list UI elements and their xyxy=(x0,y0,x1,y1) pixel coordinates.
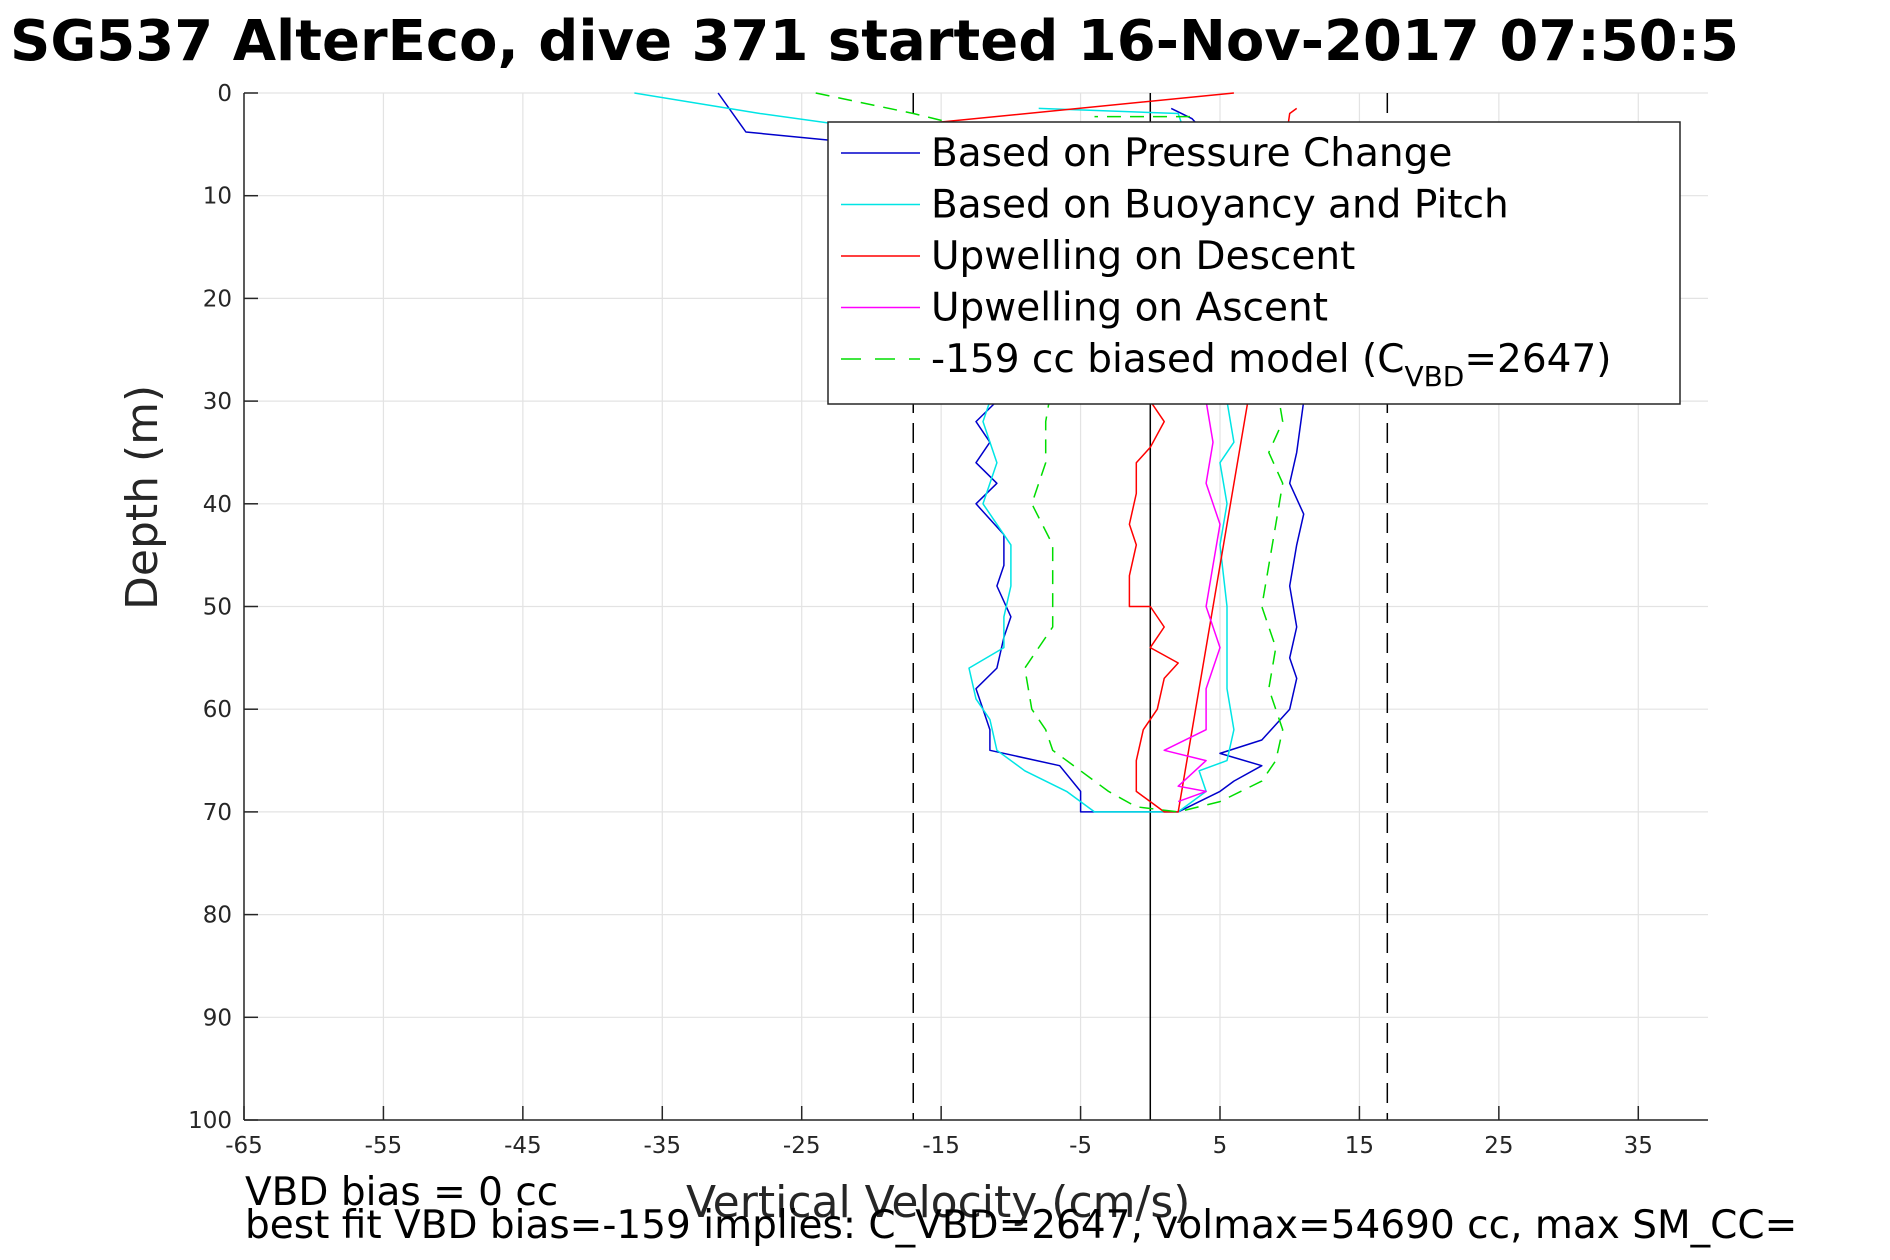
y-tick-label: 40 xyxy=(203,492,232,518)
y-tick-label: 20 xyxy=(203,286,232,312)
y-tick-label: 90 xyxy=(203,1005,232,1031)
legend-label: Based on Pressure Change xyxy=(931,131,1452,176)
best-fit-note: best fit VBD bias=-159 implies: C_VBD=26… xyxy=(245,1203,1797,1248)
y-tick-label: 100 xyxy=(188,1108,232,1134)
legend-label: Upwelling on Ascent xyxy=(931,286,1328,331)
x-tick-label: 25 xyxy=(1484,1133,1513,1159)
x-tick-label: -45 xyxy=(504,1133,542,1159)
x-tick-label: -55 xyxy=(365,1133,403,1159)
legend-label: -159 cc biased model (CVBD=2647) xyxy=(931,337,1612,393)
y-tick-label: 10 xyxy=(203,184,232,210)
series-line xyxy=(717,92,1305,813)
y-tick-label: 60 xyxy=(203,697,232,723)
x-tick-label: 35 xyxy=(1624,1133,1653,1159)
y-tick-label: 30 xyxy=(203,389,232,415)
y-tick-label: 50 xyxy=(203,595,232,621)
legend-label: Based on Buoyancy and Pitch xyxy=(931,183,1509,228)
y-tick-label: 80 xyxy=(203,903,232,929)
x-axis-label: Vertical Velocity (cm/s) xyxy=(686,1177,1190,1228)
y-tick-label: 0 xyxy=(217,81,232,107)
x-tick-label: -65 xyxy=(225,1133,263,1159)
x-tick-label: -5 xyxy=(1069,1133,1092,1159)
x-tick-label: -35 xyxy=(643,1133,681,1159)
x-tick-label: 5 xyxy=(1213,1133,1228,1159)
series-line xyxy=(815,92,1284,813)
y-tick-label: 70 xyxy=(203,800,232,826)
x-tick-label: -15 xyxy=(922,1133,960,1159)
series-line xyxy=(1163,400,1221,803)
x-tick-label: 15 xyxy=(1345,1133,1374,1159)
legend-label: Upwelling on Descent xyxy=(931,234,1355,279)
vbd-bias-note: VBD bias = 0 cc xyxy=(245,1170,558,1215)
y-axis-label: Depth (m) xyxy=(117,385,168,610)
series-line xyxy=(634,92,1235,813)
x-tick-label: -25 xyxy=(783,1133,821,1159)
legend-box xyxy=(827,121,1681,405)
chart-title: SG537 AlterEco, dive 371 started 16-Nov-… xyxy=(10,9,1739,74)
legend: Based on Pressure Change Based on Buoyanc… xyxy=(827,121,1681,405)
